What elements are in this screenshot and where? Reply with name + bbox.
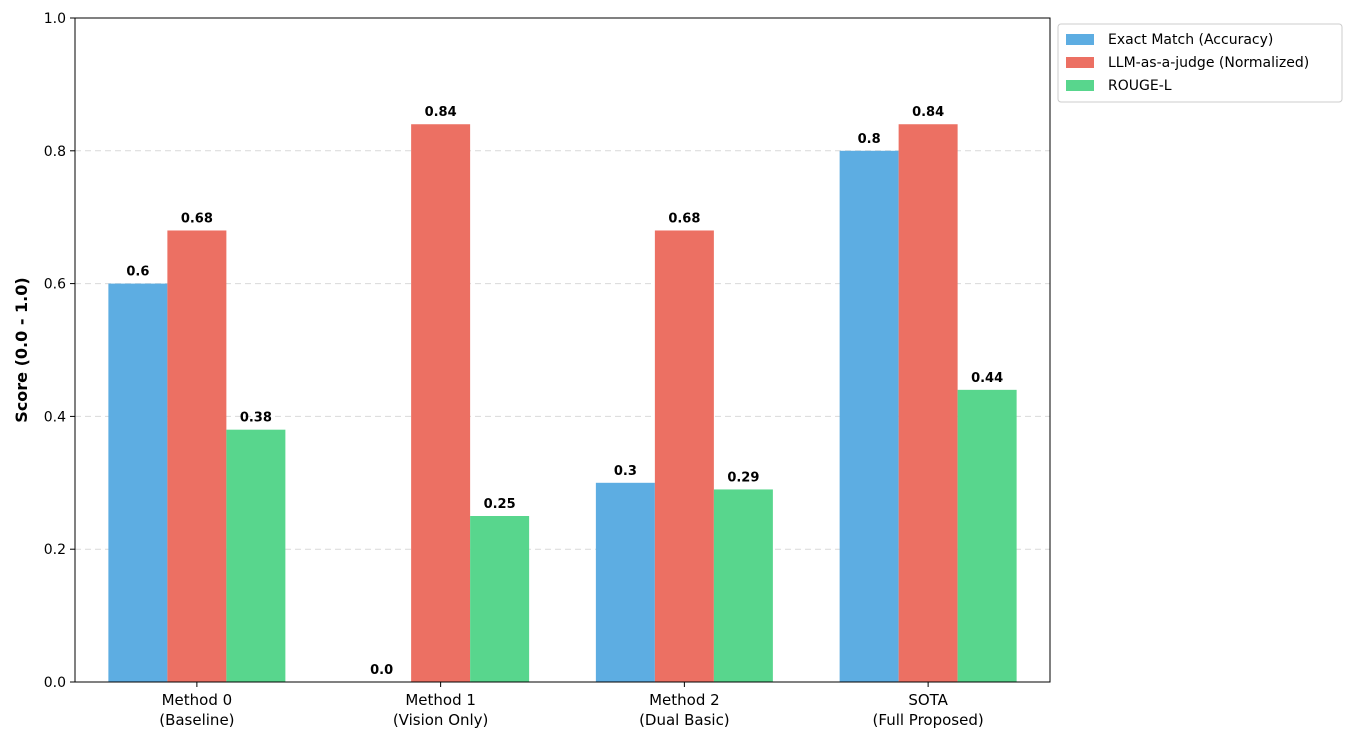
data-label: 0.84 [912, 105, 944, 120]
x-tick-label: Method 0 [162, 691, 233, 709]
x-tick-label-sub: (Dual Basic) [639, 711, 730, 729]
y-tick-label: 0.2 [44, 542, 66, 558]
bar [898, 124, 958, 683]
data-label: 0.25 [484, 497, 516, 512]
bar [411, 124, 471, 683]
x-tick-label: Method 1 [405, 691, 476, 709]
data-label: 0.68 [181, 211, 213, 226]
x-tick-label: Method 2 [649, 691, 720, 709]
legend-label: ROUGE-L [1108, 78, 1172, 94]
x-tick-label-sub: (Baseline) [159, 711, 234, 729]
legend-label: Exact Match (Accuracy) [1108, 32, 1273, 48]
data-label: 0.68 [668, 211, 700, 226]
data-label: 0.0 [370, 663, 393, 678]
data-label: 0.84 [425, 105, 457, 120]
legend-box [1057, 23, 1343, 103]
data-label: 0.3 [614, 464, 637, 479]
y-tick-label: 0.8 [44, 144, 66, 160]
bar [108, 283, 168, 682]
x-tick-label: SOTA [908, 691, 948, 709]
data-label: 0.29 [727, 470, 759, 485]
x-tick-label-sub: (Vision Only) [393, 711, 489, 729]
legend-swatch [1066, 80, 1094, 91]
bar [167, 230, 227, 683]
legend-label: LLM-as-a-judge (Normalized) [1108, 55, 1309, 71]
y-tick-label: 0.4 [44, 409, 66, 425]
data-label: 0.8 [858, 132, 881, 147]
y-tick-label: 0.6 [44, 277, 66, 293]
y-tick-label: 0.0 [44, 675, 66, 691]
y-axis-label: Score (0.0 - 1.0) [12, 277, 31, 422]
legend-swatch [1066, 34, 1094, 45]
legend-swatch [1066, 57, 1094, 68]
y-tick-label: 1.0 [44, 11, 66, 27]
bar [957, 389, 1017, 682]
data-label: 0.44 [971, 371, 1003, 386]
data-label: 0.38 [240, 411, 272, 426]
x-tick-label-sub: (Full Proposed) [873, 711, 984, 729]
bar [595, 482, 655, 682]
bar [470, 516, 530, 682]
data-label: 0.6 [126, 265, 149, 280]
plot-frame [74, 17, 1051, 683]
bar [839, 150, 899, 683]
bar [654, 230, 714, 683]
bar [226, 429, 286, 682]
bar [713, 489, 773, 682]
